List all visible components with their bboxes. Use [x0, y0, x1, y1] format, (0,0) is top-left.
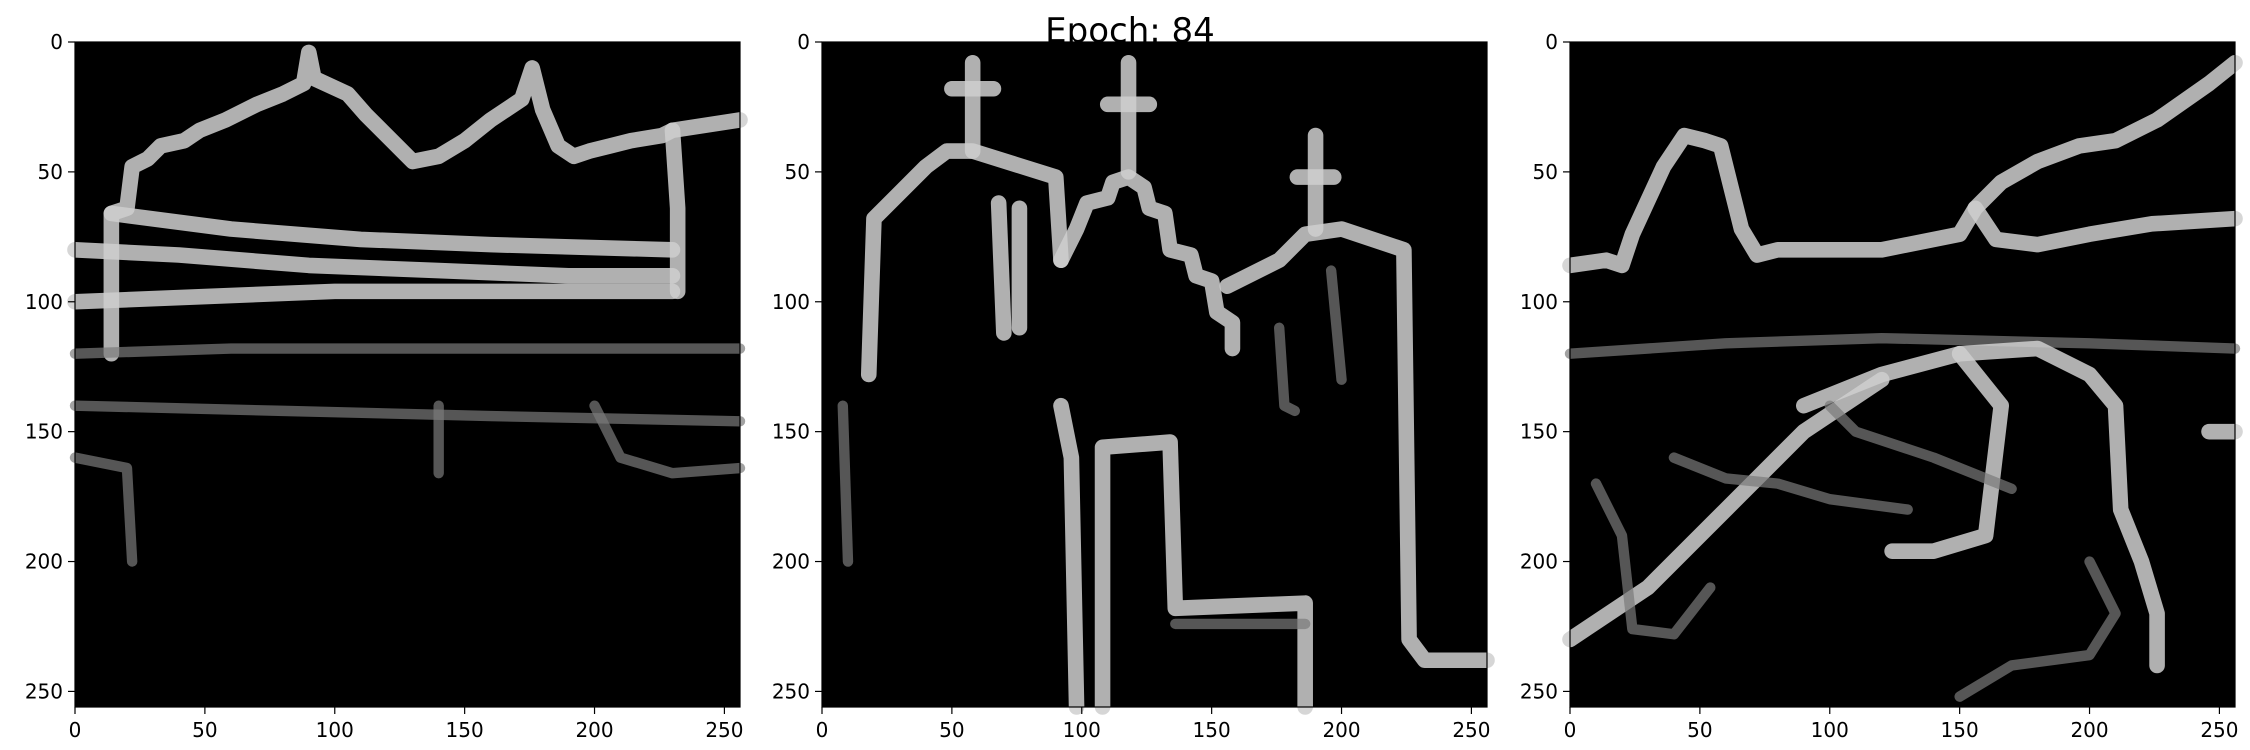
x-tick-label: 200 — [575, 718, 613, 742]
edge-map-building — [67, 44, 748, 567]
x-tick-label: 0 — [816, 718, 829, 742]
subplot-1: 0 50 100 150 200 250 0 50 100 150 200 250 — [25, 30, 748, 742]
y-tick-label: 200 — [772, 550, 810, 574]
y-tick-label: 0 — [50, 30, 63, 54]
y-ticks: 0 50 100 150 200 250 — [25, 30, 75, 703]
x-tick-label: 100 — [1063, 718, 1101, 742]
y-tick-label: 150 — [1520, 420, 1558, 444]
x-tick-label: 150 — [1941, 718, 1979, 742]
x-ticks: 0 50 100 150 200 250 — [1564, 707, 2239, 742]
x-tick-label: 200 — [2070, 718, 2108, 742]
axes-frame — [74, 41, 741, 708]
axes-frame — [1569, 41, 2236, 708]
x-tick-label: 50 — [192, 718, 217, 742]
x-tick-label: 0 — [1564, 718, 1577, 742]
subplot-2: 0 50 100 150 200 250 0 50 100 150 200 250 — [772, 30, 1495, 742]
y-tick-label: 250 — [1520, 679, 1558, 703]
y-ticks: 0 50 100 150 200 250 — [772, 30, 822, 703]
x-ticks: 0 50 100 150 200 250 — [816, 707, 1491, 742]
x-tick-label: 100 — [316, 718, 354, 742]
y-tick-label: 0 — [1545, 30, 1558, 54]
y-tick-label: 50 — [1533, 160, 1558, 184]
x-tick-label: 150 — [1193, 718, 1231, 742]
subplot-3: 0 50 100 150 200 250 0 50 100 150 200 250 — [1520, 30, 2243, 742]
y-tick-label: 250 — [772, 679, 810, 703]
y-tick-label: 50 — [38, 160, 63, 184]
x-tick-label: 200 — [1322, 718, 1360, 742]
image-area — [822, 42, 1487, 707]
x-tick-label: 0 — [69, 718, 82, 742]
edge-map-church — [837, 54, 1495, 715]
x-tick-label: 250 — [705, 718, 743, 742]
y-tick-label: 0 — [797, 30, 810, 54]
edge-map-landscape — [1562, 54, 2243, 702]
y-tick-label: 200 — [25, 550, 63, 574]
y-tick-label: 100 — [1520, 290, 1558, 314]
y-tick-label: 100 — [772, 290, 810, 314]
y-tick-label: 200 — [1520, 550, 1558, 574]
x-tick-label: 250 — [1452, 718, 1490, 742]
x-tick-label: 150 — [446, 718, 484, 742]
x-tick-label: 100 — [1811, 718, 1849, 742]
y-tick-label: 50 — [785, 160, 810, 184]
y-tick-label: 100 — [25, 290, 63, 314]
x-ticks: 0 50 100 150 200 250 — [69, 707, 744, 742]
y-tick-label: 250 — [25, 679, 63, 703]
y-ticks: 0 50 100 150 200 250 — [1520, 30, 1570, 703]
x-tick-label: 250 — [2200, 718, 2238, 742]
x-tick-label: 50 — [939, 718, 964, 742]
x-tick-label: 50 — [1687, 718, 1712, 742]
y-tick-label: 150 — [25, 420, 63, 444]
y-tick-label: 150 — [772, 420, 810, 444]
axes-frame — [821, 41, 1488, 708]
